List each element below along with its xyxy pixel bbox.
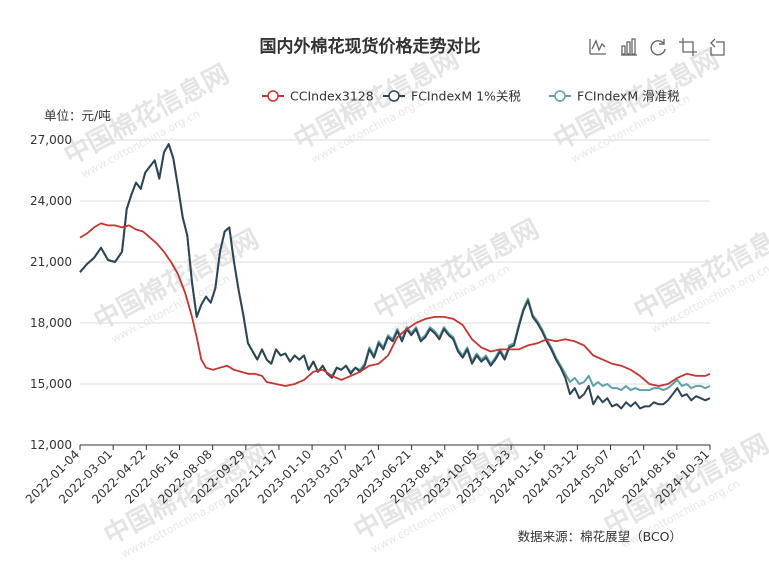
line-chart-icon[interactable] <box>589 39 606 55</box>
toolbox[interactable] <box>589 38 725 56</box>
y-tick-label: 12,000 <box>30 438 72 452</box>
y-tick-label: 21,000 <box>30 255 72 269</box>
bar-chart-icon[interactable] <box>621 38 637 56</box>
y-tick-label: 18,000 <box>30 316 72 330</box>
y-tick-label: 15,000 <box>30 377 72 391</box>
legend-marker <box>388 90 400 102</box>
legend-label: CCIndex3128 <box>290 89 374 104</box>
series-line-ccindex <box>79 222 711 387</box>
series-lines <box>79 143 711 410</box>
x-axis: 2022-01-042022-03-012022-04-222022-06-16… <box>23 444 712 506</box>
source-label: 数据来源：棉花展望（BCO） <box>518 529 682 544</box>
watermark-text: 中国棉花信息网 <box>369 213 544 326</box>
legend-item[interactable]: CCIndex3128 <box>262 89 374 104</box>
legend-item[interactable]: FCIndexM 滑准税 <box>549 89 680 104</box>
legend-label: FCIndexM 滑准税 <box>577 89 680 104</box>
y-axis: 12,000 15,000 18,000 21,000 24,000 27,000 <box>30 133 72 452</box>
series-line-fcindex-1pct <box>79 143 711 410</box>
y-tick-label: 24,000 <box>30 194 72 208</box>
legend-marker <box>267 90 279 102</box>
legend-marker <box>554 90 566 102</box>
legend[interactable]: CCIndex3128 FCIndexM 1%关税 FCIndexM 滑准税 <box>262 89 680 104</box>
unit-label: 单位：元/吨 <box>44 108 111 123</box>
y-tick-label: 27,000 <box>30 133 72 147</box>
zoom-back-icon[interactable] <box>710 38 725 56</box>
chart-grid <box>80 139 710 385</box>
chart-title: 国内外棉花现货价格走势对比 <box>260 36 481 57</box>
legend-item[interactable]: FCIndexM 1%关税 <box>383 89 521 104</box>
restore-icon[interactable] <box>650 39 666 56</box>
legend-label: FCIndexM 1%关税 <box>411 89 521 104</box>
zoom-icon[interactable] <box>679 38 697 56</box>
